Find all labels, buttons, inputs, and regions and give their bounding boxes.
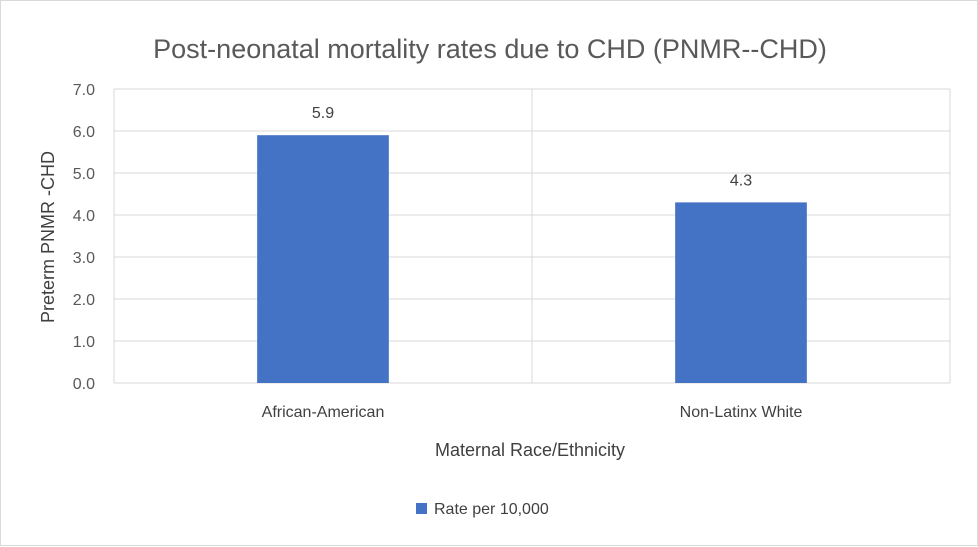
y-tick-label: 5.0 <box>73 166 95 183</box>
y-axis-title: Preterm PNMR -CHD <box>38 151 58 323</box>
legend: Rate per 10,000 <box>416 501 549 518</box>
y-tick-label: 7.0 <box>73 82 95 99</box>
data-label: 4.3 <box>730 172 752 189</box>
y-tick-label: 2.0 <box>73 292 95 309</box>
bars <box>257 135 807 383</box>
y-tick-label: 0.0 <box>73 376 95 393</box>
x-axis-title: Maternal Race/Ethnicity <box>435 440 625 460</box>
y-tick-label: 3.0 <box>73 250 95 267</box>
data-label: 5.9 <box>312 105 334 122</box>
x-category-label: African-American <box>262 404 385 421</box>
bar <box>675 202 807 383</box>
data-labels: 5.9 4.3 <box>312 105 752 189</box>
legend-label: Rate per 10,000 <box>434 501 549 518</box>
bar <box>257 135 389 383</box>
x-category-label: Non-Latinx White <box>680 404 803 421</box>
legend-swatch <box>416 503 427 514</box>
y-axis-ticks: 0.0 1.0 2.0 3.0 4.0 5.0 6.0 7.0 <box>73 82 95 393</box>
x-axis-categories: African-American Non-Latinx White <box>262 404 803 421</box>
y-tick-label: 4.0 <box>73 208 95 225</box>
y-tick-label: 1.0 <box>73 334 95 351</box>
chart-title: Post-neonatal mortality rates due to CHD… <box>153 34 827 64</box>
gridlines <box>113 88 951 384</box>
y-tick-label: 6.0 <box>73 124 95 141</box>
